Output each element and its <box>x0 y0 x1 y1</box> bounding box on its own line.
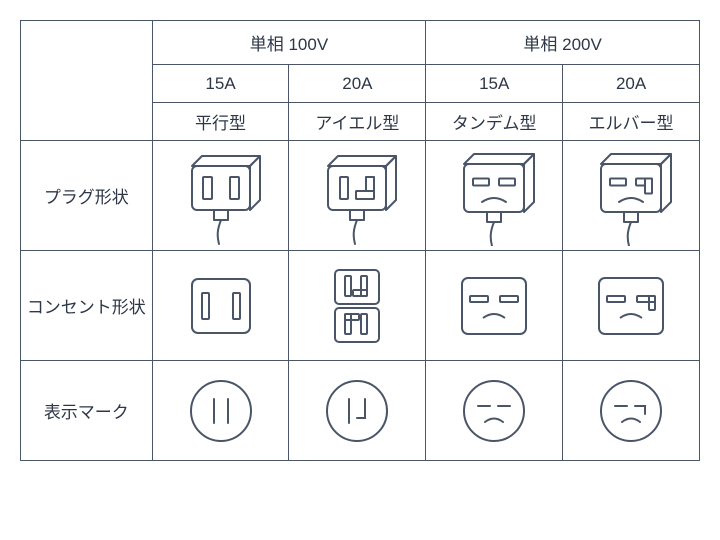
outlet-3 <box>563 251 700 361</box>
plug-0 <box>152 141 289 251</box>
outlet-2 <box>426 251 563 361</box>
type-0: 平行型 <box>152 103 289 141</box>
plug-1 <box>289 141 426 251</box>
mark-2 <box>426 361 563 461</box>
type-3: エルバー型 <box>563 103 700 141</box>
type-2: タンデム型 <box>426 103 563 141</box>
mark-1 <box>289 361 426 461</box>
voltage-200v: 単相 200V <box>426 21 700 65</box>
amp-0: 15A <box>152 65 289 103</box>
mark-0 <box>152 361 289 461</box>
plug-3 <box>563 141 700 251</box>
row-label-outlet: コンセント形状 <box>21 251 153 361</box>
corner-cell <box>21 21 153 141</box>
row-label-plug: プラグ形状 <box>21 141 153 251</box>
mark-3 <box>563 361 700 461</box>
plug-2 <box>426 141 563 251</box>
outlet-1 <box>289 251 426 361</box>
plug-spec-table: 単相 100V 単相 200V 15A 20A 15A 20A 平行型 アイエル… <box>20 20 700 461</box>
amp-3: 20A <box>563 65 700 103</box>
outlet-0 <box>152 251 289 361</box>
amp-1: 20A <box>289 65 426 103</box>
type-1: アイエル型 <box>289 103 426 141</box>
voltage-100v: 単相 100V <box>152 21 426 65</box>
amp-2: 15A <box>426 65 563 103</box>
row-label-mark: 表示マーク <box>21 361 153 461</box>
